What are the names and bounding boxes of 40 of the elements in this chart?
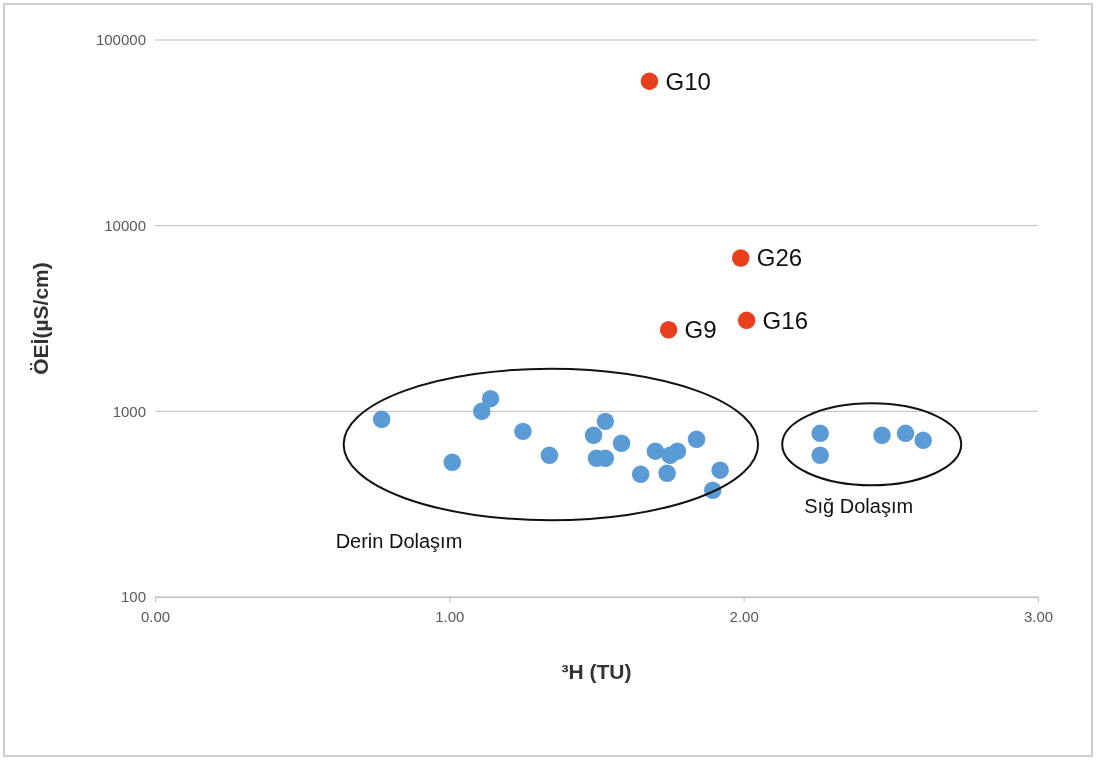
point (612, 434, 631, 452)
point (668, 442, 687, 460)
point (659, 321, 678, 339)
annotation: G9 (684, 316, 717, 344)
y-tick-label: 1000 (112, 402, 146, 420)
x-tick-label: 3.00 (1023, 607, 1054, 625)
annotation: G26 (756, 244, 803, 272)
x-tick-label: 1.00 (435, 607, 465, 625)
point (646, 442, 665, 460)
point (584, 426, 603, 445)
point (472, 402, 491, 421)
y-tick-label: 10000 (104, 216, 146, 234)
annotation: Derin Dolaşım (335, 530, 463, 553)
point (596, 412, 615, 431)
point (731, 249, 750, 267)
point (873, 426, 891, 445)
x-tick-label: 0.00 (140, 607, 171, 625)
point (481, 389, 500, 408)
annotation: G10 (665, 67, 711, 95)
annotation: Sığ Dolaşım (804, 495, 914, 518)
point (443, 453, 462, 471)
x-axis-title: ³H (TU) (561, 660, 632, 683)
y-tick-label: 100 (120, 588, 146, 606)
annotation: G16 (762, 306, 808, 334)
point (372, 410, 391, 429)
point (658, 464, 676, 482)
point (631, 465, 650, 484)
point (811, 446, 829, 464)
point (811, 424, 829, 443)
y-axis-title: ÖEİ(µS/cm) (29, 262, 52, 375)
point (914, 431, 932, 450)
point (540, 446, 559, 464)
point (711, 461, 729, 479)
point (737, 311, 756, 330)
point (514, 422, 532, 441)
y-tick-label: 100000 (95, 31, 146, 49)
point (640, 72, 659, 90)
point (896, 424, 915, 443)
x-tick-label: 2.00 (729, 607, 759, 625)
point (687, 430, 706, 449)
